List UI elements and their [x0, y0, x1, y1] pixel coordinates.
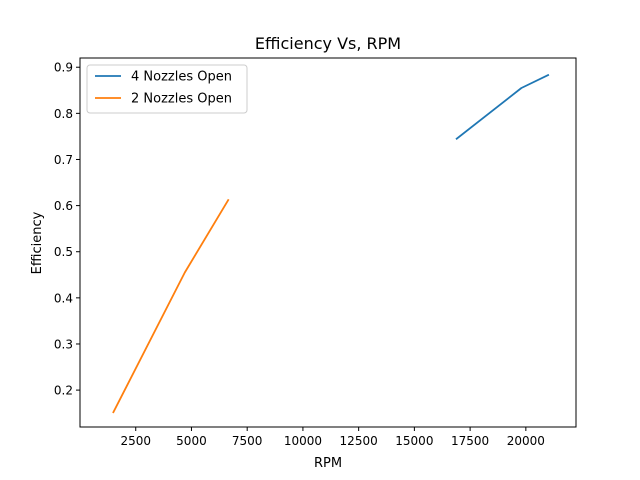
- x-tick-label: 5000: [176, 434, 207, 448]
- chart-title: Efficiency Vs, RPM: [255, 34, 401, 53]
- legend: 4 Nozzles Open 2 Nozzles Open: [86, 64, 248, 114]
- y-axis-ticks: 0.2 0.3 0.4 0.5 0.6 0.7 0.8 0.9: [54, 61, 80, 398]
- x-tick-label: 12500: [340, 434, 378, 448]
- y-tick-label: 0.7: [54, 153, 73, 167]
- x-axis-label: RPM: [314, 456, 342, 471]
- legend-label-4-nozzles: 4 Nozzles Open: [131, 70, 232, 85]
- y-tick-label: 0.3: [54, 337, 73, 351]
- x-tick-label: 10000: [284, 434, 322, 448]
- plot-area: [79, 57, 577, 428]
- y-tick-label: 0.5: [54, 245, 73, 259]
- y-axis-label: Efficiency: [30, 211, 45, 274]
- legend-box: [86, 64, 248, 114]
- x-axis-ticks: 2500 5000 7500 10000 12500 15000 17500 20000: [120, 427, 545, 448]
- y-tick-label: 0.8: [54, 107, 73, 121]
- series-line-2-nozzles-open: [112, 198, 230, 414]
- x-tick-label: 15000: [395, 434, 433, 448]
- y-tick-label: 0.6: [54, 199, 73, 213]
- x-tick-label: 7500: [232, 434, 263, 448]
- y-tick-label: 0.4: [54, 291, 73, 305]
- x-tick-label: 20000: [507, 434, 545, 448]
- x-tick-label: 17500: [451, 434, 489, 448]
- series-line-4-nozzles-open: [455, 73, 550, 140]
- series-lines: [112, 73, 550, 414]
- x-tick-label: 2500: [120, 434, 151, 448]
- y-tick-label: 0.9: [54, 61, 73, 75]
- y-tick-label: 0.2: [54, 384, 73, 398]
- legend-label-2-nozzles: 2 Nozzles Open: [131, 92, 232, 107]
